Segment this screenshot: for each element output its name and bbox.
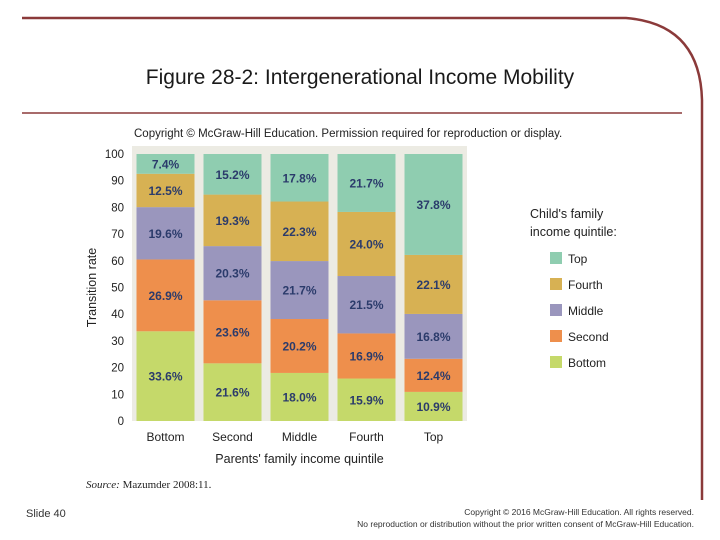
data-label: 21.7% [282,284,316,298]
legend-swatch-fourth [550,278,562,290]
y-tick-label: 20 [111,363,124,375]
data-label: 12.5% [148,184,182,198]
x-axis-label: Parents' family income quintile [215,452,383,466]
data-label: 15.2% [215,168,249,182]
data-label: 21.7% [349,176,383,190]
x-tick-label: Middle [282,430,318,444]
legend-label-top: Top [568,252,588,266]
source-text: Mazumder 2008:11. [123,479,212,491]
data-label: 19.3% [215,214,249,228]
legend-label-second: Second [568,330,609,344]
legend-swatch-top [550,252,562,264]
data-label: 17.8% [282,171,316,185]
y-tick-label: 50 [111,283,124,295]
data-label: 20.2% [282,339,316,353]
data-label: 19.6% [148,227,182,241]
y-tick-label: 60 [111,256,124,268]
stacked-bar-chart: 0 10 20 30 40 50 60 70 80 90 100 Transition rate 33.… [82,120,642,500]
data-label: 22.3% [282,225,316,239]
chart-area: 0 10 20 30 40 50 60 70 80 90 100 Transition rate 33.… [82,120,642,500]
copyright-notice: Copyright © 2016 McGraw-Hill Education. … [357,506,694,530]
y-axis-label: Transition rate [85,248,99,327]
data-label: 37.8% [416,198,450,212]
copyright-line-1: Copyright © 2016 McGraw-Hill Education. … [357,506,694,518]
y-tick-label: 80 [111,202,124,214]
data-label: 18.0% [282,390,316,404]
source-note: Source: Mazumder 2008:11. [86,479,211,491]
data-label: 20.3% [215,267,249,281]
legend-swatch-bottom [550,356,562,368]
data-label: 15.9% [349,393,383,407]
y-tick-label: 100 [105,149,124,161]
data-label: 7.4% [152,157,180,171]
data-label: 16.8% [416,330,450,344]
data-label: 26.9% [148,289,182,303]
x-tick-label: Second [212,430,253,444]
y-tick-label: 0 [118,416,124,428]
source-label: Source: [86,479,120,491]
data-label: 21.5% [349,298,383,312]
legend-label-bottom: Bottom [568,356,606,370]
y-tick-label: 40 [111,309,124,321]
data-label: 12.4% [416,369,450,383]
copyright-line-2: No reproduction or distribution without … [357,518,694,530]
y-tick-label: 10 [111,389,124,401]
data-label: 22.1% [416,278,450,292]
data-label: 10.9% [416,400,450,414]
legend-swatch-second [550,330,562,342]
data-label: 16.9% [349,349,383,363]
legend-title: Child's family [530,207,604,221]
legend-label-fourth: Fourth [568,278,603,292]
slide-number: Slide 40 [26,508,66,520]
y-tick-label: 70 [111,229,124,241]
data-label: 21.6% [215,386,249,400]
data-label: 23.6% [215,325,249,339]
data-label: 33.6% [148,370,182,384]
data-label: 24.0% [349,237,383,251]
legend-subtitle: income quintile: [530,225,617,239]
y-tick-label: 90 [111,176,124,188]
x-tick-label: Bottom [146,430,184,444]
legend-swatch-middle [550,304,562,316]
x-tick-label: Top [424,430,444,444]
slide-title: Figure 28-2: Intergenerational Income Mo… [0,66,720,90]
x-tick-label: Fourth [349,430,384,444]
y-tick-label: 30 [111,336,124,348]
legend-label-middle: Middle [568,304,604,318]
